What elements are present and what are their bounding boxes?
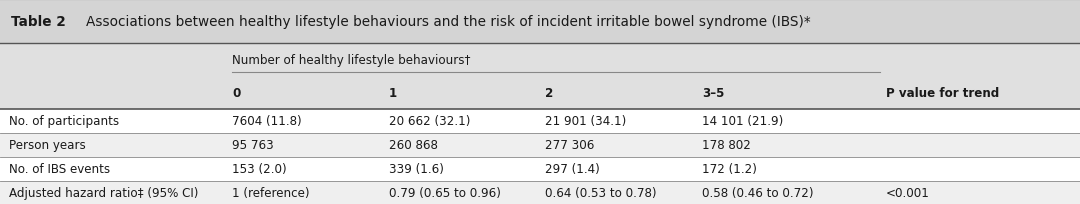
- Text: P value for trend: P value for trend: [886, 87, 999, 100]
- Text: 0.58 (0.46 to 0.72): 0.58 (0.46 to 0.72): [702, 187, 813, 200]
- Text: 297 (1.4): 297 (1.4): [545, 163, 600, 175]
- Text: 153 (2.0): 153 (2.0): [232, 163, 287, 175]
- Text: Associations between healthy lifestyle behaviours and the risk of incident irrit: Associations between healthy lifestyle b…: [86, 15, 811, 29]
- Text: 339 (1.6): 339 (1.6): [389, 163, 444, 175]
- Text: 1: 1: [389, 87, 397, 100]
- Text: 260 868: 260 868: [389, 139, 437, 152]
- Text: <0.001: <0.001: [886, 187, 930, 200]
- Bar: [0, 0, 1080, 44]
- Text: 0.64 (0.53 to 0.78): 0.64 (0.53 to 0.78): [545, 187, 657, 200]
- Text: 2: 2: [545, 87, 554, 100]
- Text: 3–5: 3–5: [702, 87, 725, 100]
- Text: 14 101 (21.9): 14 101 (21.9): [702, 115, 783, 128]
- Text: 172 (1.2): 172 (1.2): [702, 163, 757, 175]
- Bar: [0, 44, 1080, 78]
- Text: No. of participants: No. of participants: [9, 115, 119, 128]
- Text: 95 763: 95 763: [232, 139, 274, 152]
- Text: 277 306: 277 306: [545, 139, 595, 152]
- Bar: [0, 181, 1080, 204]
- Text: 0.79 (0.65 to 0.96): 0.79 (0.65 to 0.96): [389, 187, 501, 200]
- Bar: [0, 78, 1080, 109]
- Bar: [0, 109, 1080, 133]
- Text: 7604 (11.8): 7604 (11.8): [232, 115, 301, 128]
- Bar: [0, 157, 1080, 181]
- Text: No. of IBS events: No. of IBS events: [9, 163, 110, 175]
- Text: 20 662 (32.1): 20 662 (32.1): [389, 115, 470, 128]
- Text: Adjusted hazard ratio‡ (95% CI): Adjusted hazard ratio‡ (95% CI): [9, 187, 198, 200]
- Text: 21 901 (34.1): 21 901 (34.1): [545, 115, 626, 128]
- Bar: [0, 133, 1080, 157]
- Text: 178 802: 178 802: [702, 139, 751, 152]
- Text: Number of healthy lifestyle behaviours†: Number of healthy lifestyle behaviours†: [232, 54, 471, 67]
- Text: Person years: Person years: [9, 139, 85, 152]
- Text: 1 (reference): 1 (reference): [232, 187, 310, 200]
- Text: Table 2: Table 2: [11, 15, 66, 29]
- Text: 0: 0: [232, 87, 241, 100]
